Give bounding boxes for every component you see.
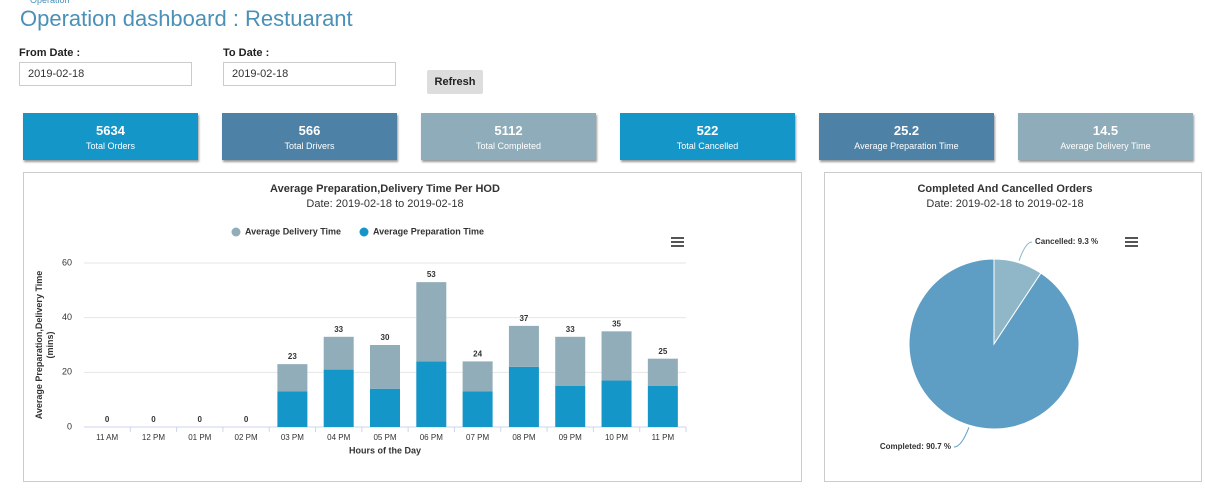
x-tick-label: 02 PM (235, 433, 258, 442)
kpi-card: 522 Total Cancelled (620, 113, 795, 160)
chart-subtitle: Date: 2019-02-18 to 2019-02-18 (926, 198, 1083, 210)
y-axis-label: Average Preparation,Delivery Time(mins) (34, 271, 55, 420)
total-label: 0 (244, 415, 249, 424)
connector (953, 427, 970, 448)
bar-segment (555, 336, 586, 386)
bar-segment (277, 391, 308, 427)
bar-segment (601, 380, 632, 427)
legend-marker (359, 227, 369, 237)
kpi-card: 5112 Total Completed (421, 113, 596, 160)
chart-subtitle: Date: 2019-02-18 to 2019-02-18 (306, 198, 463, 210)
menu-icon[interactable] (671, 237, 684, 247)
kpi-card: 5634 Total Orders (23, 113, 198, 160)
pie-label: Cancelled: 9.3 % (1035, 237, 1098, 246)
kpi-value: 522 (696, 123, 719, 138)
kpi-value: 5634 (96, 123, 125, 138)
total-label: 23 (288, 352, 297, 361)
x-tick-label: 12 PM (142, 433, 165, 442)
bar-panel: Average Preparation,Delivery Time Per HO… (23, 172, 802, 482)
x-tick-label: 11 AM (96, 433, 118, 442)
from-label: From Date : (19, 47, 81, 59)
x-tick-label: 08 PM (512, 433, 535, 442)
bar-segment (647, 358, 678, 386)
to-input[interactable]: 2019-02-18 (223, 62, 396, 86)
bar-segment (555, 386, 586, 427)
bar-segment (601, 331, 632, 381)
kpi-card: 25.2 Average Preparation Time (819, 113, 994, 160)
y-tick-label: 20 (62, 367, 72, 377)
bar-segment (370, 388, 400, 427)
kpi-card: 566 Total Drivers (222, 113, 397, 160)
total-label: 0 (105, 415, 110, 424)
total-label: 0 (151, 415, 156, 424)
pie-panel: Completed And Cancelled Orders Date: 201… (824, 172, 1202, 482)
chart-title: Average Preparation,Delivery Time Per HO… (270, 183, 500, 195)
refresh-button[interactable]: Refresh (427, 70, 483, 94)
chart-title: Completed And Cancelled Orders (917, 183, 1092, 195)
breadcrumb[interactable]: Operation (30, 0, 70, 5)
bar-segment (416, 282, 447, 362)
bar-segment (508, 325, 539, 367)
total-label: 33 (334, 325, 343, 334)
kpi-label: Total Completed (475, 141, 542, 151)
legend-label: Average Preparation Time (373, 226, 484, 236)
pie-slice (908, 258, 1080, 430)
pie-chart: Completed And Cancelled Orders Date: 201… (880, 183, 1138, 451)
x-tick-label: 04 PM (327, 433, 350, 442)
from-input[interactable]: 2019-02-18 (19, 62, 192, 86)
x-tick-label: 03 PM (281, 433, 304, 442)
total-label: 24 (473, 350, 482, 359)
total-label: 25 (658, 347, 667, 356)
legend-marker (231, 227, 241, 237)
connector (1018, 241, 1033, 261)
kpi-card: 14.5 Average Delivery Time (1018, 113, 1193, 160)
bar-segment (462, 361, 493, 392)
kpi-value: 5112 (494, 123, 523, 138)
bar-segment (508, 366, 539, 427)
legend-label: Average Delivery Time (245, 226, 341, 236)
kpi-label: Average Delivery Time (1060, 141, 1151, 151)
total-label: 35 (612, 319, 621, 328)
x-tick-label: 05 PM (373, 433, 396, 442)
kpi-value: 14.5 (1092, 123, 1119, 138)
to-label: To Date : (223, 47, 270, 59)
kpi-label: Total Orders (85, 141, 136, 151)
bar-segment (323, 336, 354, 370)
x-tick-label: 10 PM (605, 433, 628, 442)
y-tick-label: 40 (62, 312, 72, 322)
x-axis-label: Hours of the Day (349, 445, 421, 455)
y-axis-label-line: Average Preparation,Delivery Time (34, 271, 44, 420)
kpi-label: Total Cancelled (676, 141, 739, 151)
total-label: 53 (427, 270, 436, 279)
bar-segment (647, 386, 678, 427)
kpi-value: 566 (298, 123, 321, 138)
total-label: 33 (566, 325, 575, 334)
y-tick-label: 60 (62, 257, 72, 267)
total-label: 37 (519, 314, 528, 323)
total-label: 0 (198, 415, 203, 424)
bar-segment (462, 391, 493, 427)
kpi-label: Total Drivers (284, 141, 335, 151)
x-tick-label: 11 PM (652, 433, 675, 442)
x-tick-label: 06 PM (420, 433, 443, 442)
menu-icon[interactable] (1125, 237, 1138, 247)
pie-label: Completed: 90.7 % (880, 442, 951, 451)
kpi-label: Average Preparation Time (854, 141, 959, 151)
bar-segment (370, 345, 400, 389)
page-title: Operation dashboard : Restuarant (20, 6, 353, 31)
x-tick-label: 01 PM (188, 433, 211, 442)
y-tick-label: 0 (67, 421, 72, 431)
bar-segment (416, 361, 447, 427)
x-tick-label: 09 PM (559, 433, 582, 442)
bar-chart: Average Preparation,Delivery Time Per HO… (34, 183, 687, 455)
bar-segment (277, 364, 308, 392)
x-tick-label: 07 PM (466, 433, 489, 442)
y-axis-label-line: (mins) (45, 331, 55, 358)
total-label: 30 (381, 333, 390, 342)
kpi-value: 25.2 (893, 123, 920, 138)
bar-segment (323, 369, 354, 427)
